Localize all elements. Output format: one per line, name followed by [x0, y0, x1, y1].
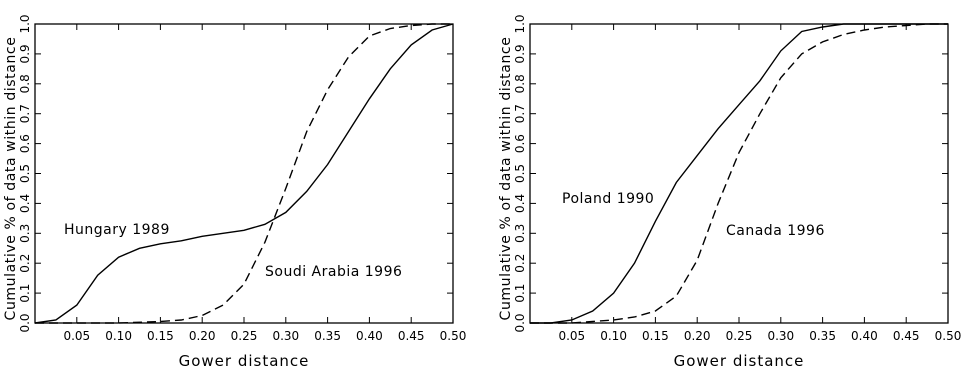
y-axis-title: Cumulative % of data within distance — [498, 37, 514, 321]
x-tick-label: 0.35 — [809, 329, 836, 343]
x-tick-label: 0.45 — [893, 329, 920, 343]
x-tick-label: 0.15 — [147, 329, 174, 343]
plot-frame — [529, 23, 949, 324]
y-tick-label: 0.5 — [18, 164, 32, 183]
x-axis-title: Gower distance — [179, 352, 310, 370]
y-tick-label: 0.8 — [513, 74, 527, 93]
series-label-poland-1990: Poland 1990 — [562, 191, 654, 207]
series-line-soudi-arabia-1996 — [35, 23, 453, 324]
series-label-hungary-1989: Hungary 1989 — [64, 222, 170, 238]
y-tick-label: 1.0 — [18, 14, 32, 33]
y-axis-title: Cumulative % of data within distance — [3, 37, 19, 321]
series-line-poland-1990 — [530, 23, 948, 324]
series-line-hungary-1989 — [34, 23, 454, 324]
y-tick-label: 0.0 — [513, 313, 527, 332]
y-tick-label: 0.3 — [18, 224, 32, 243]
x-tick-label: 0.15 — [642, 329, 669, 343]
x-tick-label: 0.10 — [600, 329, 627, 343]
y-tick-label: 0.1 — [513, 284, 527, 303]
y-tick-label: 0.7 — [18, 104, 32, 123]
x-tick-label: 0.05 — [558, 329, 585, 343]
x-tick-label: 0.10 — [105, 329, 132, 343]
series-label-canada-1996: Canada 1996 — [726, 223, 825, 239]
x-tick-label: 0.50 — [440, 329, 467, 343]
x-tick-label: 0.30 — [767, 329, 794, 343]
y-tick-label: 0.4 — [18, 194, 32, 213]
y-tick-label: 0.3 — [513, 224, 527, 243]
y-tick-label: 0.9 — [513, 44, 527, 63]
x-tick-label: 0.50 — [935, 329, 962, 343]
y-tick-label: 0.7 — [513, 104, 527, 123]
x-tick-label: 0.30 — [272, 329, 299, 343]
x-tick-label: 0.45 — [398, 329, 425, 343]
y-tick-label: 1.0 — [513, 14, 527, 33]
x-tick-label: 0.40 — [356, 329, 383, 343]
y-tick-label: 0.9 — [18, 44, 32, 63]
y-tick-label: 0.1 — [18, 284, 32, 303]
x-tick-label: 0.20 — [684, 329, 711, 343]
x-tick-label: 0.05 — [63, 329, 90, 343]
series-line-canada-1996 — [530, 23, 948, 324]
y-tick-label: 0.6 — [18, 134, 32, 153]
chart-panel-1: 0.0 0.1 0.2 0.3 0.4 0.5 0.6 0.7 0.8 0.9 1.0 0.05 0.1… — [3, 14, 466, 370]
y-tick-label: 0.5 — [513, 164, 527, 183]
y-tick-label: 0.0 — [18, 313, 32, 332]
x-tick-label: 0.20 — [189, 329, 216, 343]
x-tick-label: 0.35 — [314, 329, 341, 343]
chart-panel-2: 0.0 0.1 0.2 0.3 0.4 0.5 0.6 0.7 0.8 0.9 1.0 0.05 0.1… — [498, 14, 961, 370]
y-tick-label: 0.4 — [513, 194, 527, 213]
x-tick-label: 0.25 — [726, 329, 753, 343]
x-tick-label: 0.40 — [851, 329, 878, 343]
y-tick-label: 0.2 — [513, 254, 527, 273]
y-tick-label: 0.2 — [18, 254, 32, 273]
x-tick-label: 0.25 — [231, 329, 258, 343]
series-label-soudi-arabia-1996: Soudi Arabia 1996 — [265, 264, 402, 280]
x-axis-title: Gower distance — [674, 352, 805, 370]
y-tick-label: 0.6 — [513, 134, 527, 153]
y-tick-label: 0.8 — [18, 74, 32, 93]
